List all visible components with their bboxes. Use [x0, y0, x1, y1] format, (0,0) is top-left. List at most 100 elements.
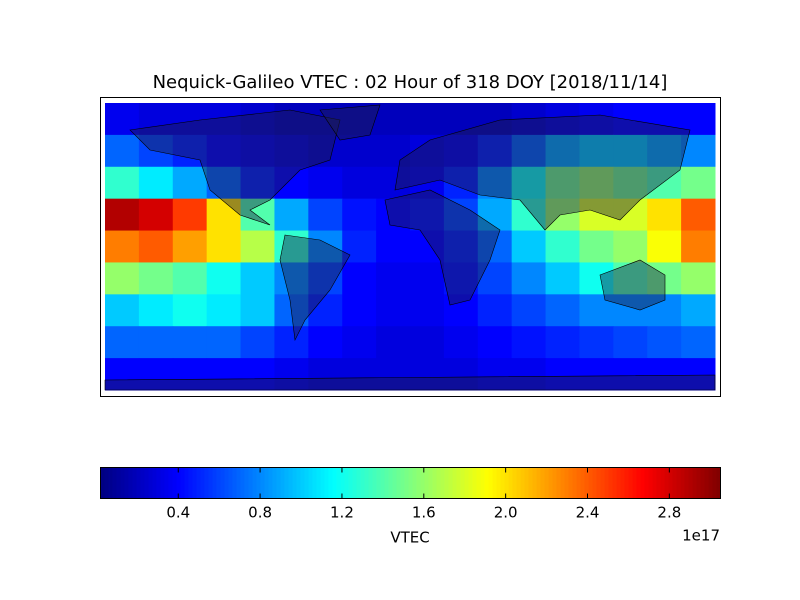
- colorbar-swatch: [392, 467, 397, 499]
- heatmap-cell: [172, 294, 208, 327]
- colorbar-swatch: [208, 467, 213, 499]
- heatmap-cell: [206, 262, 242, 295]
- heatmap-cell: [308, 134, 343, 168]
- colorbar-offset: 1e17: [682, 527, 720, 545]
- colorbar-swatch: [316, 467, 321, 499]
- heatmap-cell: [342, 134, 377, 168]
- heatmap-cell: [647, 166, 682, 200]
- colorbar-swatch: [468, 467, 473, 499]
- heatmap-cell: [240, 103, 275, 136]
- heatmap-cell: [240, 134, 275, 168]
- colorbar-swatch: [636, 467, 641, 499]
- heatmap-cell: [443, 326, 479, 359]
- colorbar-swatch: [536, 467, 541, 499]
- colorbar-swatch: [556, 467, 561, 499]
- colorbar-swatch: [408, 467, 413, 499]
- colorbar-frame: [100, 467, 721, 499]
- colorbar-swatch: [228, 467, 233, 499]
- heatmap-cell: [138, 262, 174, 295]
- colorbar-swatch: [276, 467, 281, 499]
- colorbar-swatch: [632, 467, 637, 499]
- colorbar-swatch: [112, 467, 117, 499]
- colorbar-swatch: [268, 467, 273, 499]
- colorbar-swatch: [640, 467, 645, 499]
- colorbar-swatch: [688, 467, 693, 499]
- colorbar-swatch: [292, 467, 297, 499]
- colorbar-swatch: [572, 467, 577, 499]
- heatmap-cell: [545, 166, 580, 200]
- colorbar-label: VTEC: [390, 529, 429, 547]
- colorbar-swatch: [232, 467, 237, 499]
- heatmap-cell: [240, 262, 275, 295]
- colorbar-swatch: [308, 467, 313, 499]
- colorbar-swatch: [100, 467, 105, 499]
- heatmap-cell: [105, 166, 140, 200]
- heatmap-cell: [681, 134, 716, 168]
- heatmap-cell: [681, 326, 716, 359]
- colorbar-swatch: [504, 467, 509, 499]
- colorbar-swatch: [360, 467, 365, 499]
- heatmap-cell: [613, 230, 648, 263]
- colorbar-swatch: [388, 467, 393, 499]
- heatmap-cell: [172, 166, 208, 200]
- colorbar-swatch: [168, 467, 173, 499]
- colorbar-swatch: [248, 467, 253, 499]
- heatmap-cell: [240, 198, 275, 232]
- colorbar-swatch: [256, 467, 261, 499]
- heatmap-cell: [613, 294, 648, 327]
- colorbar-swatch: [412, 467, 417, 499]
- colorbar-swatch: [700, 467, 705, 499]
- heatmap-cell: [410, 326, 445, 359]
- heatmap-cell: [410, 198, 445, 232]
- heatmap-cell: [579, 358, 614, 391]
- heatmap-cell: [681, 103, 716, 136]
- heatmap-cell: [511, 262, 547, 295]
- heatmap-cell: [138, 326, 174, 359]
- heatmap-cell: [342, 103, 377, 136]
- colorbar-swatch: [200, 467, 205, 499]
- heatmap-cell: [138, 198, 174, 232]
- colorbar-swatch: [512, 467, 517, 499]
- heatmap-cell: [545, 230, 580, 263]
- colorbar-tick-label: 0.4: [166, 504, 190, 522]
- colorbar-swatch: [416, 467, 421, 499]
- colorbar-swatch: [364, 467, 369, 499]
- colorbar-swatch: [204, 467, 209, 499]
- heatmap-cell: [274, 358, 309, 391]
- heatmap-cell: [545, 103, 580, 136]
- colorbar-swatch: [608, 467, 613, 499]
- heatmap-cell: [138, 294, 174, 327]
- colorbar-swatch: [696, 467, 701, 499]
- colorbar-swatch: [628, 467, 633, 499]
- colorbar-tick-label: 2.8: [657, 504, 681, 522]
- colorbar-tick-label: 2.0: [494, 504, 518, 522]
- heatmap-cell: [545, 326, 580, 359]
- heatmap-cell: [410, 358, 445, 391]
- colorbar-swatch: [164, 467, 169, 499]
- heatmap-cell: [274, 134, 309, 168]
- heatmap-cell: [240, 230, 275, 263]
- colorbar-tick-label: 1.2: [330, 504, 354, 522]
- colorbar-swatch: [400, 467, 405, 499]
- colorbar-swatch: [188, 467, 193, 499]
- colorbar-swatch: [116, 467, 121, 499]
- colorbar-swatch: [272, 467, 277, 499]
- heatmap-cell: [376, 230, 411, 263]
- colorbar-swatch: [532, 467, 537, 499]
- heatmap-cell: [545, 294, 580, 327]
- heatmap-cell: [579, 262, 614, 295]
- colorbar-swatch: [508, 467, 513, 499]
- colorbar-swatch: [420, 467, 425, 499]
- colorbar-swatch: [156, 467, 161, 499]
- colorbar-swatch: [476, 467, 481, 499]
- colorbar-swatch: [300, 467, 305, 499]
- heatmap-cell: [172, 358, 208, 391]
- colorbar-swatch: [708, 467, 713, 499]
- colorbar-swatch: [484, 467, 489, 499]
- colorbar-swatch: [460, 467, 465, 499]
- colorbar-swatch: [260, 467, 265, 499]
- heatmap-cell: [410, 103, 445, 136]
- heatmap-cell: [443, 230, 479, 263]
- coastlines: [104, 104, 716, 391]
